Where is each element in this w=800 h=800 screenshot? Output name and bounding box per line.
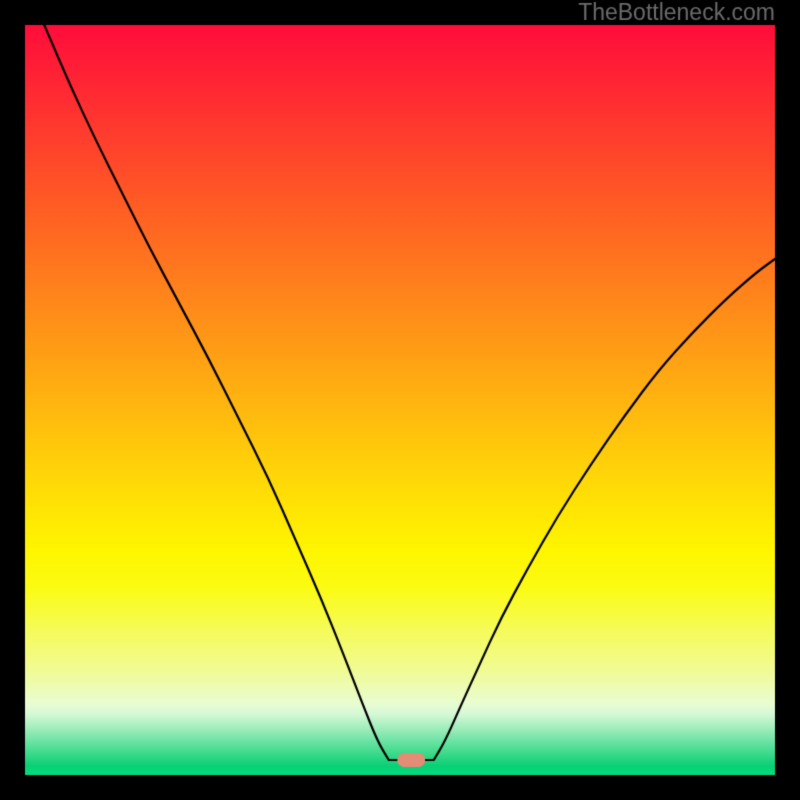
bottleneck-chart: [0, 0, 800, 800]
